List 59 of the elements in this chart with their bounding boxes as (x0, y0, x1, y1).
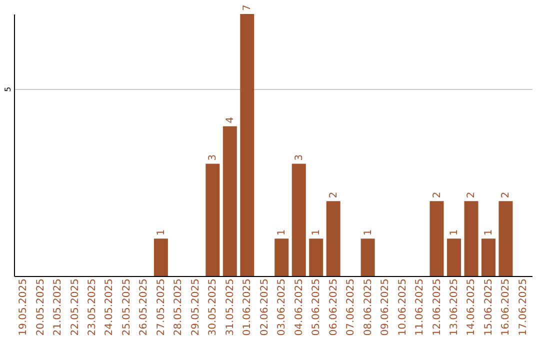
bar (498, 201, 513, 276)
x-tick-label: 10.06.2025 (397, 278, 408, 336)
data-label: 3 (294, 154, 305, 161)
x-tick-label: 20.05.2025 (35, 278, 46, 336)
bar (481, 238, 496, 276)
x-tick-label: 07.06.2025 (346, 278, 357, 336)
x-tick-label: 11.06.2025 (414, 278, 426, 336)
x-tick-label: 26.05.2025 (138, 278, 150, 336)
data-label: 2 (500, 192, 512, 198)
x-tick-label: 30.05.2025 (208, 278, 219, 336)
bar (274, 238, 289, 276)
bar (222, 126, 237, 276)
x-tick-label: 06.06.2025 (328, 278, 340, 336)
x-tick-label: 02.06.2025 (259, 278, 270, 336)
x-tick-label: 27.05.2025 (156, 278, 167, 336)
x-tick-label: 17.06.2025 (518, 278, 529, 336)
data-label: 1 (449, 229, 460, 236)
x-tick-label: 14.06.2025 (466, 278, 478, 336)
x-tick-label: 08.06.2025 (362, 278, 374, 336)
data-label: 7 (242, 4, 254, 11)
x-tick-label: 22.05.2025 (70, 278, 81, 336)
data-label: 1 (483, 229, 494, 236)
data-label: 3 (208, 154, 219, 161)
data-label: 2 (466, 192, 478, 198)
x-tick-label: 01.06.2025 (242, 278, 254, 336)
x-tick-label: 03.06.2025 (276, 278, 288, 336)
bar (292, 164, 306, 276)
x-tick-label: 31.05.2025 (224, 278, 236, 336)
bar (447, 238, 461, 276)
x-tick-label: 28.05.2025 (173, 278, 184, 336)
x-tick-label: 21.05.2025 (52, 278, 64, 336)
data-label: 2 (432, 192, 443, 198)
x-tick-label: 25.05.2025 (121, 278, 132, 336)
data-label: 1 (311, 229, 322, 236)
bar (206, 164, 220, 276)
data-label: 2 (328, 192, 340, 198)
bar (154, 238, 168, 276)
x-tick-label: 24.05.2025 (104, 278, 116, 336)
x-tick-label: 29.05.2025 (190, 278, 202, 336)
bar (360, 238, 375, 276)
x-tick-label: 15.06.2025 (483, 278, 494, 336)
x-tick-label: 16.06.2025 (500, 278, 512, 336)
bar (240, 14, 254, 276)
y-tick-label: 5 (4, 86, 12, 92)
data-label: 4 (224, 116, 236, 124)
bar (464, 201, 478, 276)
x-tick-label: 13.06.2025 (449, 278, 460, 336)
bar (326, 201, 340, 276)
x-tick-label: 19.05.2025 (18, 278, 30, 336)
bar (309, 238, 324, 276)
bar (430, 201, 444, 276)
x-tick-label: 05.06.2025 (311, 278, 322, 336)
x-tick-label: 12.06.2025 (432, 278, 443, 336)
x-tick-label: 04.06.2025 (294, 278, 305, 336)
data-label: 1 (156, 229, 167, 236)
data-label: 1 (276, 229, 288, 236)
x-tick-label: 09.06.2025 (380, 278, 392, 336)
x-tick-label: 23.05.2025 (87, 278, 98, 336)
data-label: 1 (362, 229, 374, 236)
